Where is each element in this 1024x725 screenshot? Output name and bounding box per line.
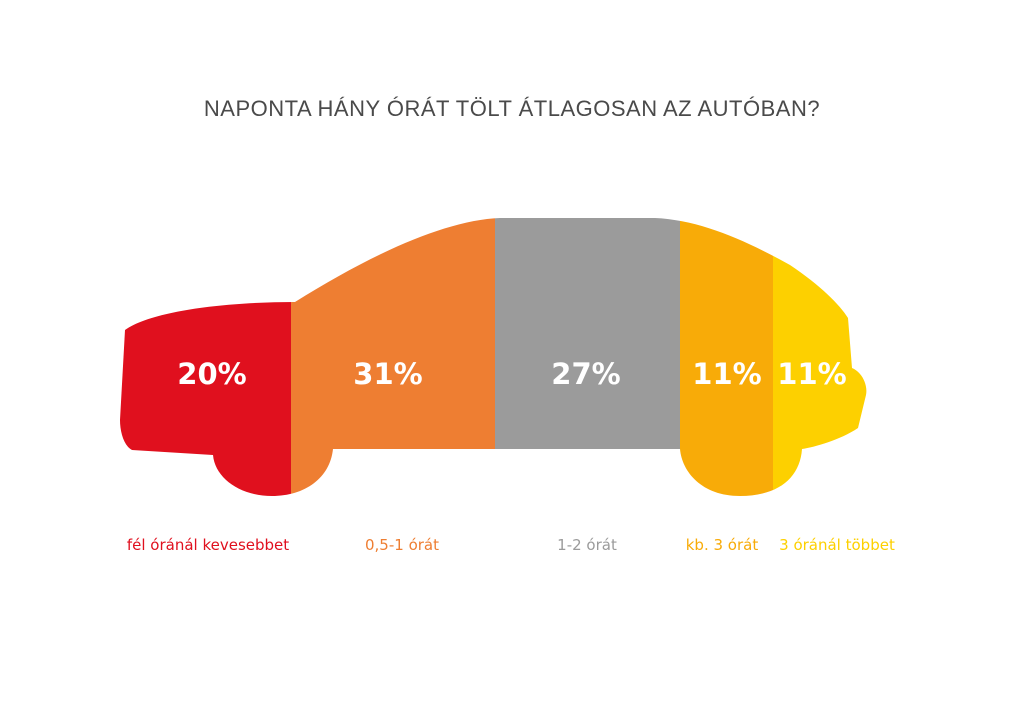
value-label-5: 11% [777, 357, 846, 391]
category-label-4: kb. 3 órát [686, 536, 759, 554]
category-label-3: 1-2 órát [557, 536, 617, 554]
bar-segment-2 [291, 218, 495, 496]
value-label-3: 27% [551, 357, 620, 391]
car-segments [120, 218, 867, 496]
value-label-4: 11% [692, 357, 761, 391]
category-label-1: fél óránál kevesebbet [127, 536, 289, 554]
value-labels: 20% 31% 27% 11% 11% [177, 357, 846, 391]
category-labels: fél óránál kevesebbet 0,5-1 órát 1-2 órát k… [127, 536, 895, 554]
value-label-2: 31% [353, 357, 422, 391]
category-label-2: 0,5-1 órát [365, 536, 439, 554]
bar-segment-1 [120, 218, 291, 496]
bar-segment-4 [680, 218, 773, 496]
bar-segment-5 [773, 218, 867, 496]
category-label-5: 3 óránál többet [779, 536, 895, 554]
value-label-1: 20% [177, 357, 246, 391]
chart-title: NAPONTA HÁNY ÓRÁT TÖLT ÁTLAGOSAN AZ AUTÓ… [203, 96, 821, 121]
bar-segment-3 [495, 218, 680, 496]
